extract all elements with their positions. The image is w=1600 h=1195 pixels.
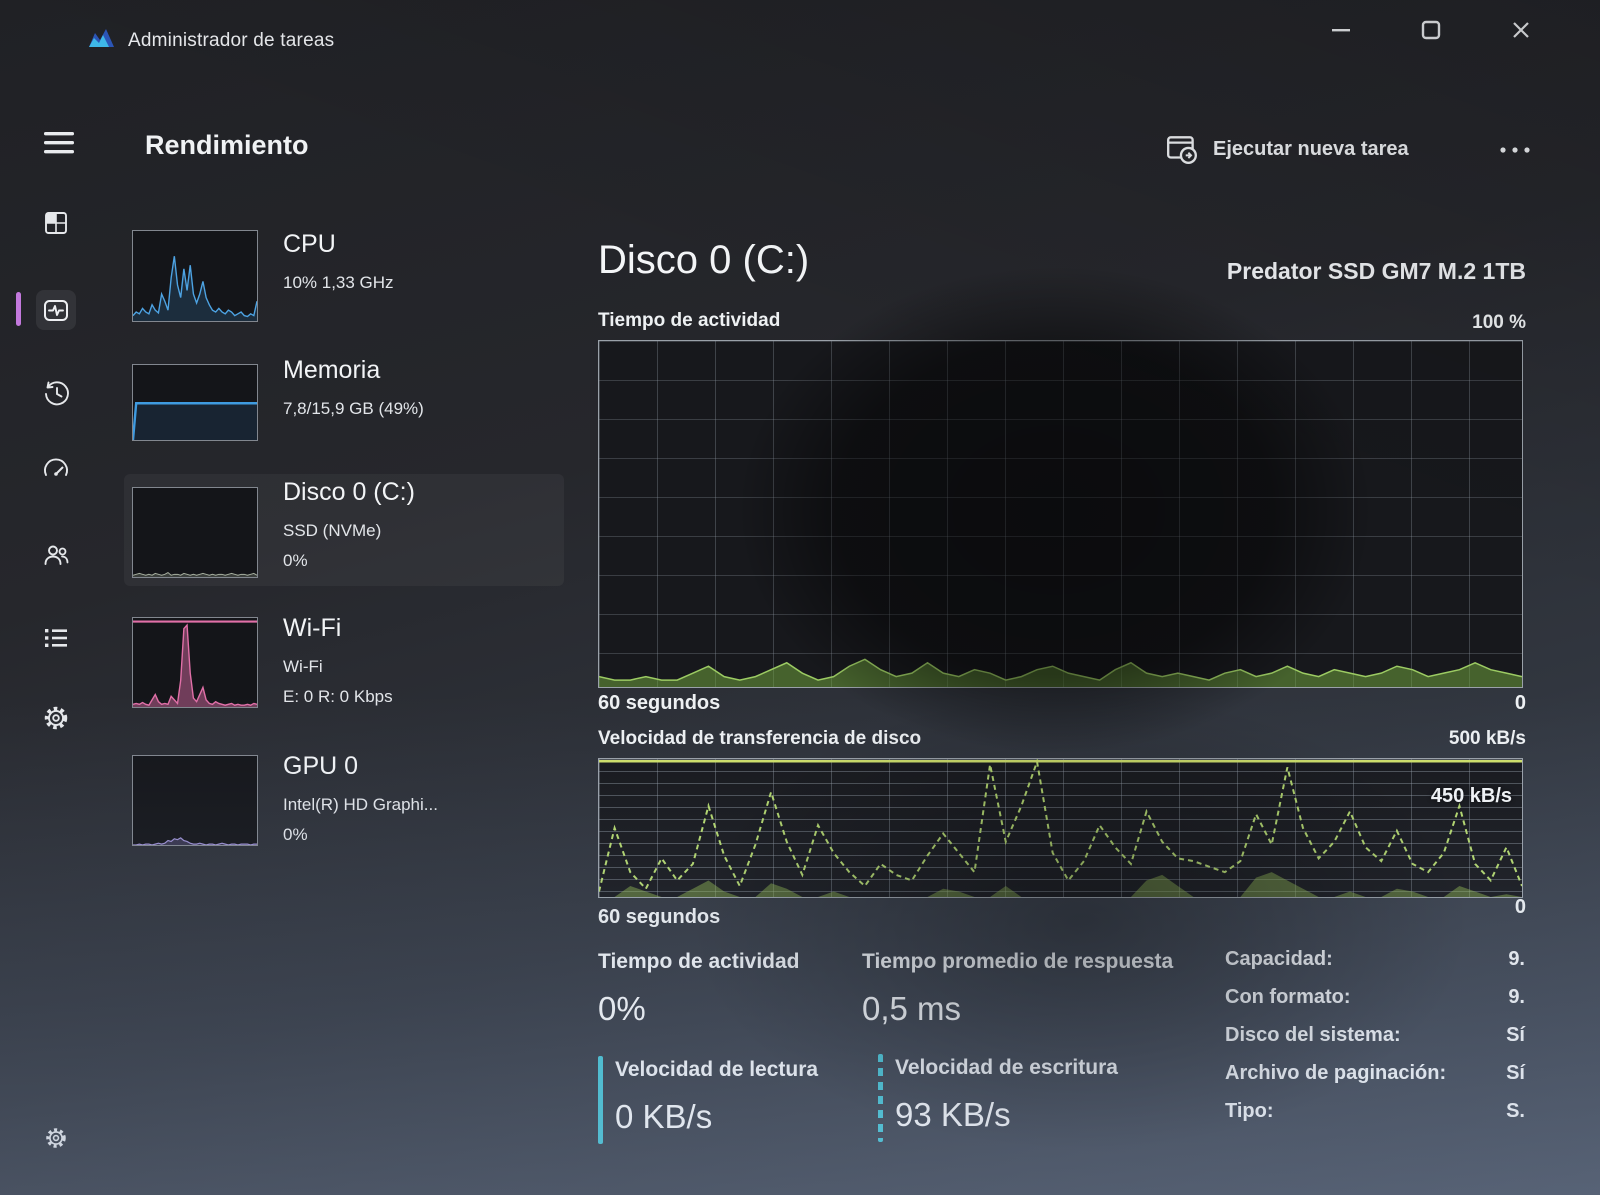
card-title-wifi: Wi-Fi xyxy=(283,614,342,642)
window-title: Administrador de tareas xyxy=(128,30,335,51)
write-speed-label: Velocidad de escritura xyxy=(895,1056,1118,1079)
sidebar-item-performance[interactable] xyxy=(36,290,76,330)
close-button[interactable] xyxy=(1498,12,1544,48)
disk-model: Predator SSD GM7 M.2 1TB xyxy=(1226,258,1526,284)
sidebar-item-users[interactable] xyxy=(36,535,76,575)
active-time-chart-label: Tiempo de actividad xyxy=(598,310,781,331)
detail-capacity-value: 9. xyxy=(1508,948,1525,970)
detail-page-file-label: Archivo de paginación: xyxy=(1225,1062,1447,1084)
card-sub-cpu: 10% 1,33 GHz xyxy=(283,273,394,292)
startup-apps-icon xyxy=(44,458,68,476)
detail-system-disk-label: Disco del sistema: xyxy=(1225,1024,1401,1046)
card-title-disk: Disco 0 (C:) xyxy=(283,478,415,506)
transfer-scale-current: 450 kB/s xyxy=(1430,785,1512,807)
card-sub-gpu: Intel(R) HD Graphi... xyxy=(283,795,438,814)
card-sub-wifi: Wi-Fi xyxy=(283,657,323,676)
services-icon xyxy=(44,706,68,730)
app-icon xyxy=(86,22,118,54)
perf-card-wifi[interactable]: Wi-Fi Wi-Fi E: 0 R: 0 Kbps xyxy=(124,610,564,722)
run-new-task-button[interactable]: Ejecutar nueva tarea xyxy=(1165,132,1409,166)
card-sub2-gpu: 0% xyxy=(283,825,308,844)
transfer-x-right: 0 xyxy=(1514,896,1526,918)
card-sub2-wifi: E: 0 R: 0 Kbps xyxy=(283,687,393,706)
performance-icon xyxy=(44,300,68,321)
card-title-gpu: GPU 0 xyxy=(283,752,359,780)
active-time-scale-max: 100 % xyxy=(1472,312,1526,333)
card-sub-disk: SSD (NVMe) xyxy=(283,521,382,540)
perf-card-disk[interactable]: Disco 0 (C:) SSD (NVMe) 0% xyxy=(124,474,564,586)
active-time-x-left: 60 segundos xyxy=(598,692,721,714)
detail-formatted-value: 9. xyxy=(1508,986,1525,1008)
detail-capacity-label: Capacidad: xyxy=(1225,948,1333,970)
run-new-task-label: Ejecutar nueva tarea xyxy=(1213,137,1409,160)
detail-type: Tipo: S. xyxy=(1225,1100,1525,1123)
transfer-chart-series xyxy=(599,759,1522,897)
processes-icon xyxy=(45,212,67,234)
transfer-chart-label: Velocidad de transferencia de disco xyxy=(598,728,922,749)
page-title: Rendimiento xyxy=(145,130,309,160)
transfer-x-left: 60 segundos xyxy=(598,906,721,928)
card-sub2-disk: 0% xyxy=(283,551,308,570)
sidebar-item-details[interactable] xyxy=(36,618,76,658)
perf-card-memory[interactable]: Memoria 7,8/15,9 GB (49%) xyxy=(124,352,564,448)
app-history-icon xyxy=(45,381,69,406)
more-options-button[interactable] xyxy=(1495,138,1535,158)
sidebar-item-processes[interactable] xyxy=(36,203,76,243)
gpu-mini-chart xyxy=(132,755,258,846)
detail-system-disk-value: Sí xyxy=(1506,1024,1525,1046)
transfer-scale-max: 500 kB/s xyxy=(1448,728,1526,749)
sidebar-item-app-history[interactable] xyxy=(36,373,76,413)
users-icon xyxy=(44,545,69,565)
read-speed-legend-bar xyxy=(598,1056,603,1144)
card-sub-memory: 7,8/15,9 GB (49%) xyxy=(283,399,424,418)
sidebar-item-services[interactable] xyxy=(36,698,76,738)
maximize-button[interactable] xyxy=(1408,12,1454,48)
perf-card-cpu[interactable]: CPU 10% 1,33 GHz xyxy=(124,222,564,332)
details-icon xyxy=(45,629,67,647)
settings-icon xyxy=(46,1128,66,1148)
menu-icon[interactable] xyxy=(42,128,76,158)
active-time-chart-series xyxy=(599,341,1522,687)
minimize-button[interactable] xyxy=(1318,12,1364,48)
disk-mini-chart xyxy=(132,487,258,578)
detail-formatted: Con formato: 9. xyxy=(1225,986,1525,1009)
detail-type-value: S. xyxy=(1506,1100,1525,1122)
card-title-cpu: CPU xyxy=(283,230,336,258)
active-time-stat-value: 0% xyxy=(598,990,646,1027)
sidebar-item-startup-apps[interactable] xyxy=(36,450,76,490)
detail-system-disk: Disco del sistema: Sí xyxy=(1225,1024,1525,1047)
run-new-task-icon xyxy=(1165,132,1199,166)
detail-page-file: Archivo de paginación: Sí xyxy=(1225,1062,1525,1085)
memory-mini-chart xyxy=(132,364,258,441)
active-time-chart xyxy=(598,340,1523,688)
transfer-chart: 450 kB/s xyxy=(598,758,1523,898)
detail-type-label: Tipo: xyxy=(1225,1100,1274,1122)
wifi-mini-chart xyxy=(132,617,258,708)
active-time-x-right: 0 xyxy=(1514,692,1526,714)
cpu-mini-chart xyxy=(132,230,258,322)
avg-response-stat-label: Tiempo promedio de respuesta xyxy=(862,950,1174,973)
perf-card-gpu[interactable]: GPU 0 Intel(R) HD Graphi... 0% xyxy=(124,748,564,860)
write-speed-value: 93 KB/s xyxy=(895,1096,1011,1133)
main-title: Disco 0 (C:) xyxy=(598,238,810,282)
selected-indicator xyxy=(16,292,21,326)
detail-page-file-value: Sí xyxy=(1506,1062,1525,1084)
active-time-stat-label: Tiempo de actividad xyxy=(598,950,800,973)
read-speed-label: Velocidad de lectura xyxy=(615,1058,819,1081)
sidebar-item-settings[interactable] xyxy=(36,1118,76,1158)
read-speed-value: 0 KB/s xyxy=(615,1098,713,1135)
detail-capacity: Capacidad: 9. xyxy=(1225,948,1525,971)
disk-details: Capacidad: 9. Con formato: 9. Disco del … xyxy=(1225,948,1525,1138)
write-speed-legend-bar xyxy=(878,1054,883,1142)
card-title-memory: Memoria xyxy=(283,356,381,384)
avg-response-stat-value: 0,5 ms xyxy=(862,990,962,1027)
detail-formatted-label: Con formato: xyxy=(1225,986,1351,1008)
